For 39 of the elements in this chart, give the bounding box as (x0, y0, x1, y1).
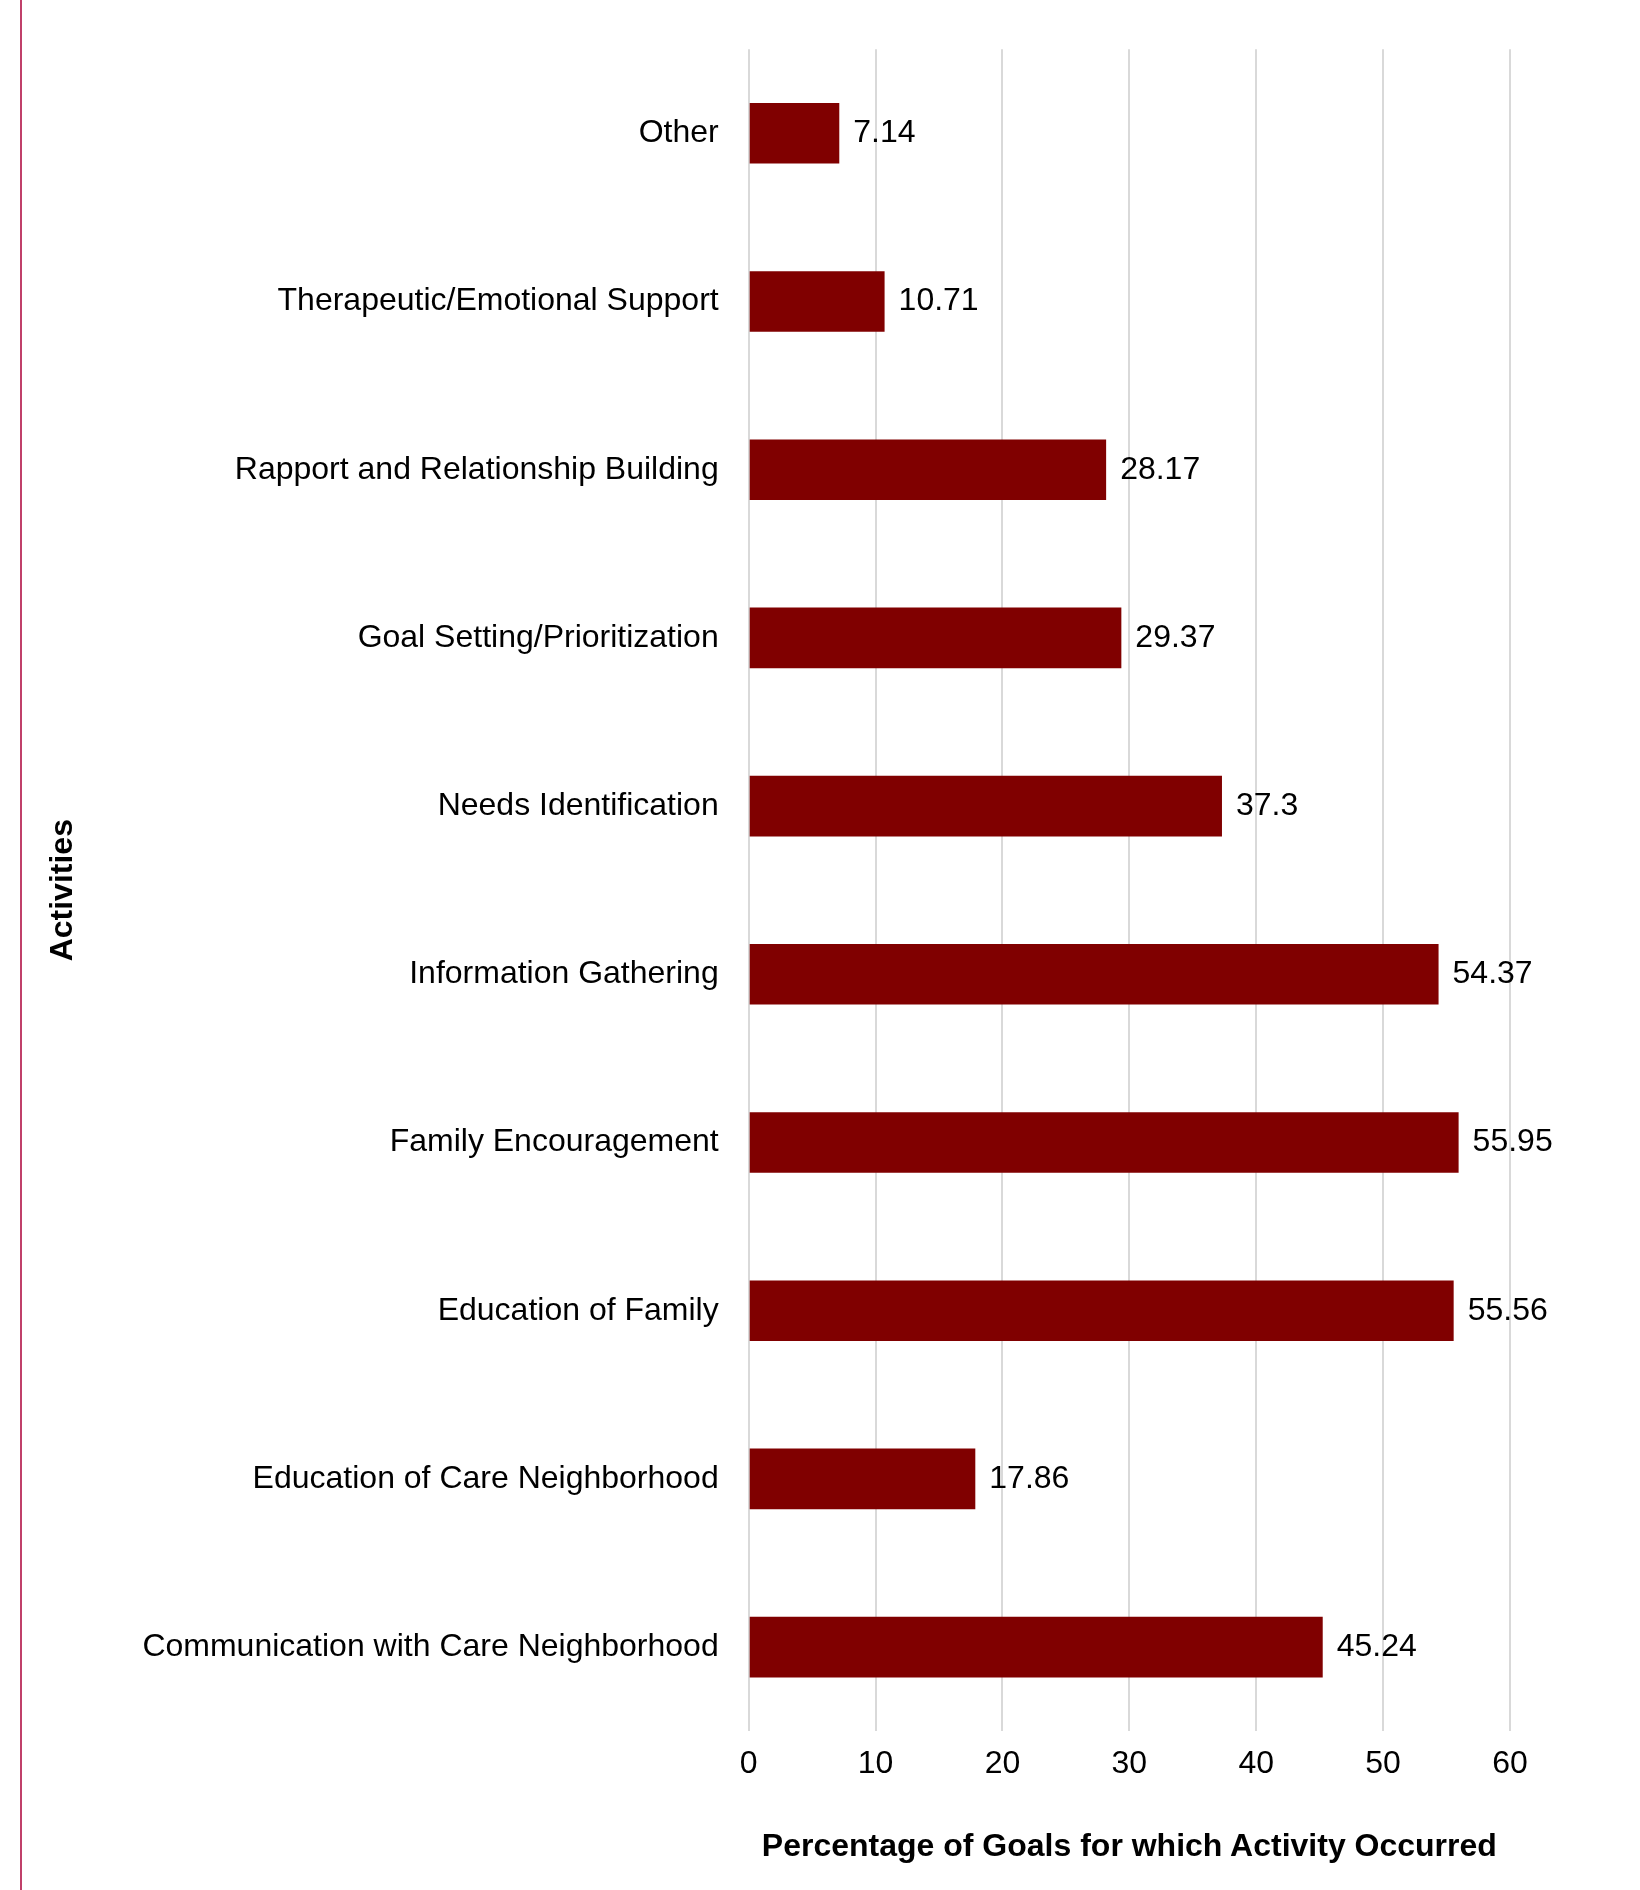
x-tick-label: 10 (857, 1744, 894, 1781)
x-tick-label: 60 (1492, 1744, 1528, 1781)
data-label: 37.3 (1235, 785, 1299, 822)
x-tick-label: 50 (1365, 1744, 1401, 1781)
data-label: 55.56 (1467, 1290, 1548, 1327)
y-tick-label: Communication with Care Neighborhood (142, 1626, 719, 1663)
data-label: 45.24 (1336, 1626, 1417, 1663)
bar (749, 1112, 1459, 1173)
x-tick-label: 0 (739, 1744, 758, 1781)
data-label: 55.95 (1472, 1122, 1553, 1159)
bar (749, 944, 1439, 1005)
bar (749, 1616, 1323, 1678)
bar (749, 1448, 976, 1510)
y-tick-label: Education of Family (437, 1290, 719, 1327)
data-label: 28.17 (1120, 449, 1201, 486)
bar (749, 103, 840, 164)
bar (749, 1280, 1454, 1341)
x-tick-label: 20 (984, 1744, 1021, 1781)
x-tick-label: 40 (1238, 1744, 1275, 1781)
bar (749, 439, 1107, 500)
y-tick-label: Family Encouragement (389, 1122, 719, 1159)
y-tick-label: Therapeutic/Emotional Support (277, 281, 719, 318)
data-label: 17.86 (989, 1458, 1070, 1495)
data-label: 54.37 (1452, 954, 1533, 991)
y-tick-label: Rapport and Relationship Building (234, 449, 719, 486)
data-label: 29.37 (1135, 617, 1216, 654)
y-tick-label: Education of Care Neighborhood (252, 1458, 719, 1495)
y-tick-label: Goal Setting/Prioritization (357, 617, 719, 654)
y-tick-label: Information Gathering (409, 954, 719, 991)
bar (749, 607, 1122, 669)
x-tick-label: 30 (1111, 1744, 1148, 1781)
data-label: 10.71 (898, 281, 979, 318)
y-tick-label: Needs Identification (437, 785, 719, 822)
y-tick-label: Other (638, 113, 720, 150)
bar (749, 775, 1222, 837)
data-label: 7.14 (853, 113, 916, 150)
x-axis-title: Percentage of Goals for which Activity Occurred (761, 1826, 1497, 1863)
y-axis-title: Activities (43, 819, 80, 962)
bar (749, 271, 885, 332)
